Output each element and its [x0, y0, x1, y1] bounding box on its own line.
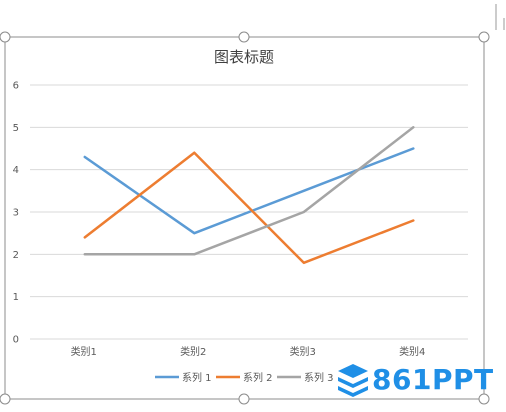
watermark-text: 861PPT	[372, 363, 494, 396]
y-tick-label: 2	[13, 250, 19, 261]
stacked-layers-icon	[338, 364, 368, 397]
series-lines	[83, 126, 415, 265]
y-tick-label: 4	[13, 165, 19, 176]
y-tick-label: 6	[13, 81, 19, 92]
y-tick-label: 1	[13, 292, 19, 303]
y-tick-label: 5	[13, 123, 19, 134]
resize-handle-top-right[interactable]	[478, 31, 490, 43]
legend-label[interactable]: 系列 1	[182, 371, 212, 384]
legend-label[interactable]: 系列 2	[243, 371, 273, 384]
series-line-1[interactable]	[83, 147, 415, 235]
y-tick-label: 3	[13, 208, 19, 219]
x-tick-label: 类别4	[399, 345, 425, 358]
chart-title[interactable]: 图表标题	[214, 48, 274, 66]
series-line-3[interactable]	[83, 126, 415, 256]
resize-handle-top[interactable]	[238, 31, 250, 43]
y-tick-label: 0	[13, 335, 19, 346]
resize-handle-bottom-right[interactable]	[478, 393, 490, 405]
x-tick-label: 类别2	[180, 345, 206, 358]
resize-handle-bottom-left[interactable]	[0, 393, 11, 405]
legend-label[interactable]: 系列 3	[304, 371, 334, 384]
chart-frame[interactable]	[4, 36, 485, 400]
watermark-logo: 861PPT	[338, 363, 494, 397]
series-line-2[interactable]	[83, 151, 415, 265]
legend[interactable]: 系列 1 系列 2 系列 3	[155, 371, 334, 384]
x-axis-ticks: 类别1 类别2 类别3 类别4	[71, 345, 426, 358]
resize-handle-bottom[interactable]	[238, 393, 250, 405]
x-tick-label: 类别3	[290, 345, 316, 358]
y-axis-ticks: 0 1 2 3 4 5 6	[13, 81, 19, 346]
x-tick-label: 类别1	[71, 345, 97, 358]
resize-handle-top-left[interactable]	[0, 31, 11, 43]
